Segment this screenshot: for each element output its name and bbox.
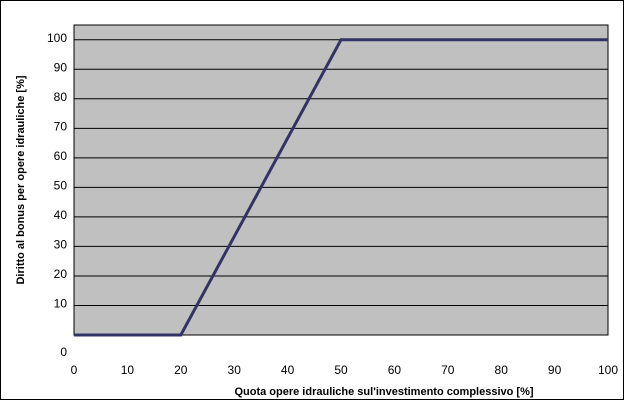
y-tick-label: 40 (54, 208, 68, 222)
y-tick-labels: 0 10 20 30 40 50 60 70 80 90 100 (47, 31, 67, 359)
y-tick-label: 50 (54, 178, 68, 192)
x-tick-labels: 0 10 20 30 40 50 60 70 80 90 100 (71, 363, 619, 377)
y-tick-label: 0 (60, 345, 67, 359)
y-tick-label: 80 (54, 90, 68, 104)
x-tick-label: 30 (228, 363, 242, 377)
y-axis-title: Diritto al bonus per opere idrauliche [%… (15, 75, 27, 284)
y-tick-label: 20 (54, 267, 68, 281)
y-tick-label: 30 (54, 237, 68, 251)
y-tick-label: 70 (54, 119, 68, 133)
series-layer (73, 38, 609, 337)
y-tick-label: 60 (54, 149, 68, 163)
x-tick-label: 100 (598, 363, 618, 377)
x-tick-label: 40 (281, 363, 295, 377)
y-tick-label: 10 (54, 296, 68, 310)
x-tick-label: 20 (174, 363, 188, 377)
x-tick-label: 50 (334, 363, 348, 377)
x-tick-label: 60 (388, 363, 402, 377)
x-tick-label: 0 (71, 363, 78, 377)
x-tick-label: 80 (495, 363, 509, 377)
x-tick-label: 10 (121, 363, 135, 377)
series-line (74, 38, 608, 337)
x-axis-title: Quota opere idrauliche sul'investimento … (234, 386, 533, 398)
plot-area (73, 24, 609, 336)
y-tick-label: 100 (47, 31, 67, 45)
x-tick-label: 90 (548, 363, 562, 377)
y-tick-label: 90 (54, 60, 68, 74)
x-tick-label: 70 (441, 363, 455, 377)
